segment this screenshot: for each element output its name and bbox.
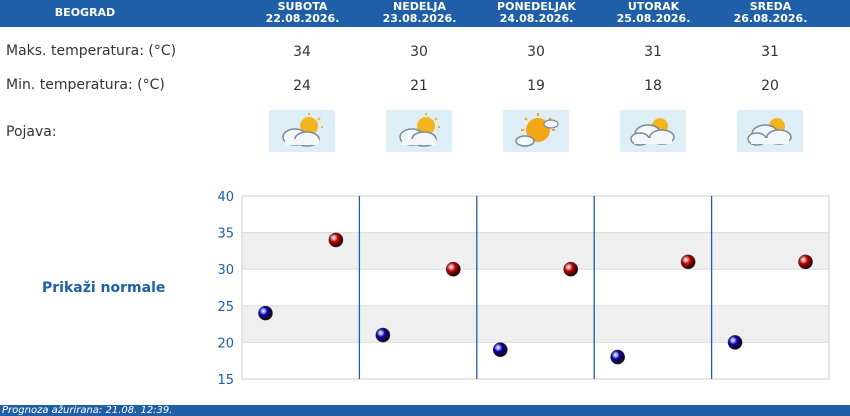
max-temp-point xyxy=(446,261,461,277)
footer-bar: Prognoza ažurirana: 21.08. 12:39. xyxy=(0,405,850,416)
day-name: SUBOTA xyxy=(277,0,328,13)
min-temp-point xyxy=(258,305,273,321)
sunny-cloud-icon xyxy=(503,110,569,152)
cloudy-sun-icon xyxy=(737,110,803,152)
y-tick-label: 15 xyxy=(217,373,234,388)
min-temp-point xyxy=(492,342,508,358)
max-temp-label: Maks. temperatura: (°C) xyxy=(6,43,177,59)
cloudy-sun-icon xyxy=(620,110,686,152)
y-tick-label: 25 xyxy=(217,300,234,315)
grid-band xyxy=(242,305,829,343)
temperature-chart: 40 35 30 25 20 15 xyxy=(217,190,830,388)
plot-border xyxy=(241,195,830,380)
day-date: 25.08.2026. xyxy=(616,12,691,25)
max-temp-value: 31 xyxy=(644,44,662,60)
day-date: 24.08.2026. xyxy=(499,12,574,25)
day-header: SUBOTA 22.08.2026. xyxy=(245,0,360,27)
forecast-updated-text: Prognoza ažurirana: 21.08. 12:39. xyxy=(2,405,173,416)
y-tick-label: 35 xyxy=(217,227,234,242)
partly-cloudy-sun-icon xyxy=(386,110,452,152)
min-temp-point xyxy=(375,327,391,343)
day-header: NEDELJA 23.08.2026. xyxy=(362,0,477,27)
max-temp-value: 34 xyxy=(293,44,311,60)
max-temp-value: 30 xyxy=(410,44,428,60)
day-header: SREDA 26.08.2026. xyxy=(713,0,828,27)
min-temp-label: Min. temperatura: (°C) xyxy=(6,77,165,93)
day-name: NEDELJA xyxy=(393,0,446,13)
min-temp-point xyxy=(610,349,625,365)
min-temp-value: 18 xyxy=(644,78,662,94)
max-temp-value: 31 xyxy=(761,44,779,60)
min-temp-value: 19 xyxy=(527,78,545,94)
max-temp-value: 30 xyxy=(527,44,545,60)
day-date: 26.08.2026. xyxy=(733,12,808,25)
day-name: UTORAK xyxy=(627,0,680,13)
day-header: PONEDELJAK 24.08.2026. xyxy=(479,0,594,27)
phenomenon-label: Pojava: xyxy=(6,124,57,140)
y-tick-label: 40 xyxy=(217,190,234,205)
min-temp-point xyxy=(727,335,743,350)
show-normals-link[interactable]: Prikaži normale xyxy=(42,280,166,296)
day-header: UTORAK 25.08.2026. xyxy=(596,0,711,27)
max-temp-point xyxy=(680,254,696,270)
min-temp-value: 21 xyxy=(410,78,428,94)
y-tick-label: 30 xyxy=(217,263,234,278)
min-temp-value: 24 xyxy=(293,78,311,94)
max-temp-point xyxy=(798,254,813,270)
y-tick-label: 20 xyxy=(217,336,234,351)
min-temp-value: 20 xyxy=(761,78,779,94)
day-name: SREDA xyxy=(749,0,792,13)
city-name: BEOGRAD xyxy=(54,6,116,19)
max-temp-point xyxy=(563,261,579,277)
max-temp-point xyxy=(328,232,344,248)
day-name: PONEDELJAK xyxy=(497,0,576,13)
partly-cloudy-sun-icon xyxy=(269,110,335,152)
forecast-header: BEOGRAD SUBOTA 22.08.2026. NEDELJA 23.08… xyxy=(0,0,850,27)
day-date: 22.08.2026. xyxy=(265,12,340,25)
day-date: 23.08.2026. xyxy=(382,12,457,25)
